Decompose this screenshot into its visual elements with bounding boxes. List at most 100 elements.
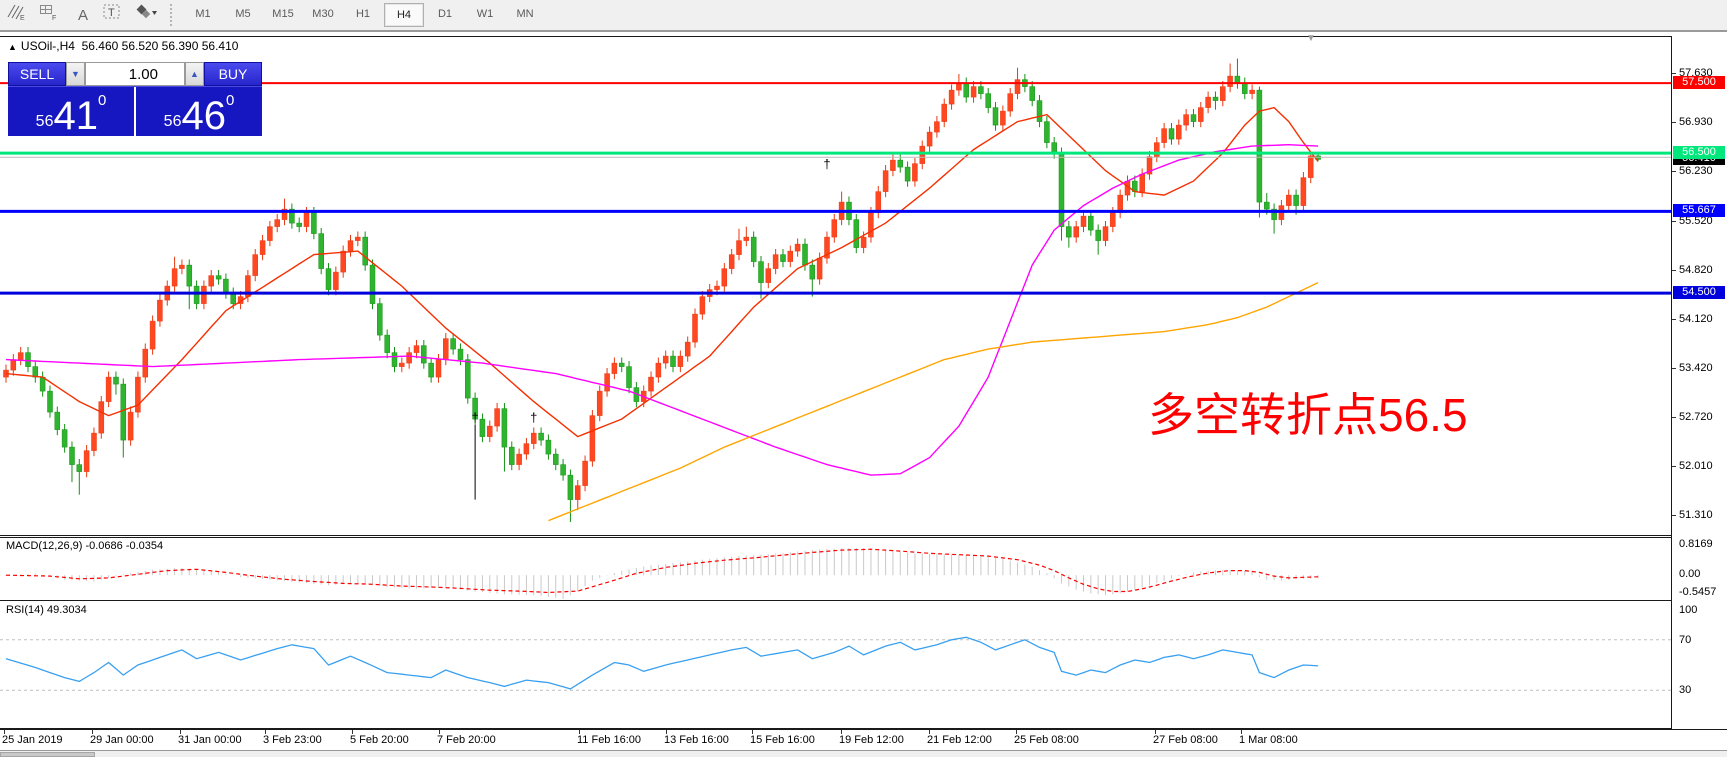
axis-tick-mark <box>1672 416 1676 418</box>
dagger-marker: † <box>472 410 479 425</box>
time-tick-mark <box>666 730 667 734</box>
shapes-dropdown-icon[interactable] <box>134 3 160 27</box>
horizontal-scrollbar[interactable] <box>0 750 1727 757</box>
price-tick-label: 51.310 <box>1679 509 1713 522</box>
time-label: 5 Feb 20:00 <box>350 734 409 746</box>
candles-layer <box>3 58 1321 522</box>
macd-indicator-pane[interactable] <box>0 537 1671 601</box>
axis-tick-mark <box>1672 220 1676 222</box>
axis-tick-mark <box>1672 367 1676 369</box>
time-tick-mark <box>579 730 580 734</box>
volume-increment-button[interactable]: ▲ <box>185 62 204 86</box>
timeframe-button-h4[interactable]: H4 <box>384 3 424 27</box>
time-tick-mark <box>1241 730 1242 734</box>
sell-price-prefix: 56 <box>35 113 54 130</box>
price-tick-label: 54.120 <box>1679 312 1713 325</box>
chart-shift-marker-icon[interactable]: ▼ <box>1306 33 1316 44</box>
price-tick-label: 56.930 <box>1679 116 1713 128</box>
rsi-tick-label: 100 <box>1679 604 1698 616</box>
macd-tick-label: 0.8169 <box>1679 538 1713 550</box>
buy-price-prefix: 56 <box>163 113 182 130</box>
time-label: 27 Feb 08:00 <box>1153 734 1218 746</box>
axis-tick-mark <box>1672 318 1676 320</box>
time-label: 11 Feb 16:00 <box>577 734 642 746</box>
price-level-tag-56.500: 56.500 <box>1673 145 1725 159</box>
boxed-t-icon: T <box>103 4 120 19</box>
svg-text:F: F <box>52 15 56 21</box>
dagger-marker: † <box>823 157 830 172</box>
draw-study-icon[interactable]: E <box>6 3 32 27</box>
buy-price-big: 46 <box>181 94 226 138</box>
macd-tick-label: -0.5457 <box>1679 586 1717 598</box>
time-axis: 25 Jan 2019 29 Jan 00:00 31 Jan 00:00 3 Feb… <box>0 729 1727 751</box>
price-level-tag-57.500: 57.500 <box>1673 75 1725 89</box>
timeframe-button-mn[interactable]: MN <box>516 8 534 20</box>
macd-svg <box>5 547 1319 599</box>
volume-input[interactable]: 1.00 <box>85 62 185 86</box>
rsi-tick-label: 70 <box>1679 633 1692 646</box>
time-tick-mark <box>352 730 353 734</box>
macd-tick-label: 0.00 <box>1679 568 1701 581</box>
time-tick-mark <box>180 730 181 734</box>
rsi-label: RSI(14) 49.3034 <box>6 604 87 616</box>
time-tick-mark <box>92 730 93 734</box>
price-chart-svg: † † † <box>0 58 1671 522</box>
ma-mid-line <box>5 143 1319 476</box>
time-label: 25 Jan 2019 <box>2 734 63 746</box>
buy-price[interactable]: 56 46 0 <box>136 87 262 137</box>
buy-button[interactable]: BUY <box>204 62 262 86</box>
symbol-up-triangle-icon: ▲ <box>8 42 17 52</box>
axis-tick-mark <box>1672 73 1676 74</box>
time-tick-mark <box>929 730 930 734</box>
svg-text:E: E <box>20 15 25 21</box>
timeframe-button-d1[interactable]: D1 <box>437 8 453 20</box>
annotation-text: 多空转折点56.5 <box>1148 389 1468 441</box>
rsi-indicator-pane[interactable] <box>0 602 1671 729</box>
ma-slow-line <box>548 281 1319 522</box>
timeframe-button-m5[interactable]: M5 <box>235 8 251 20</box>
timeframe-button-w1[interactable]: W1 <box>476 8 494 20</box>
time-label: 3 Feb 23:00 <box>263 734 322 746</box>
time-label: 21 Feb 12:00 <box>927 734 992 746</box>
chart-title-symbol: USOil-,H4 <box>20 39 75 53</box>
timeframe-buttons: M1 M5 M15 M30 H1 H4 D1 W1 MN <box>183 3 545 27</box>
price-level-tag-55.667: 55.667 <box>1673 203 1725 217</box>
dagger-marker: † <box>530 410 537 425</box>
price-tick-label: 54.820 <box>1679 263 1713 276</box>
time-label: 25 Feb 08:00 <box>1014 734 1079 746</box>
sell-price[interactable]: 56 41 0 <box>8 87 134 137</box>
trade-panel-divider <box>134 87 136 137</box>
price-tick-label: 53.420 <box>1679 361 1713 374</box>
hatch-lines-icon: E <box>7 4 25 21</box>
axis-tick-mark <box>1672 515 1676 517</box>
price-chart-pane[interactable]: † † † <box>0 36 1671 536</box>
timeframe-button-m15[interactable]: M15 <box>272 8 294 20</box>
text-box-icon[interactable]: T <box>102 3 128 27</box>
scrollbar-thumb[interactable] <box>0 752 95 757</box>
grid-indicator-icon[interactable]: F <box>38 3 64 27</box>
timeframe-button-h1[interactable]: H1 <box>355 8 371 20</box>
chart-title: ▲ USOil-,H4 56.460 56.520 56.390 56.410 <box>8 39 238 53</box>
price-tick-label: 52.720 <box>1679 410 1713 423</box>
sell-button[interactable]: SELL <box>8 62 66 86</box>
text-label-icon[interactable]: A <box>77 6 88 24</box>
macd-label: MACD(12,26,9) -0.0686 -0.0354 <box>6 540 164 552</box>
volume-decrement-button[interactable]: ▼ <box>66 62 85 86</box>
time-tick-mark <box>1155 730 1156 734</box>
price-level-tag-54.500: 54.500 <box>1673 285 1725 299</box>
timeframe-button-m30[interactable]: M30 <box>312 8 334 20</box>
toolbar: E F A T <box>0 0 1727 32</box>
timeframe-button-m1[interactable]: M1 <box>195 8 211 20</box>
svg-text:T: T <box>108 7 115 19</box>
sell-price-sup: 0 <box>97 92 107 109</box>
axis-tick-mark <box>1672 122 1676 123</box>
dot-grid-icon: F <box>40 5 56 21</box>
price-tick-label: 55.520 <box>1679 214 1713 227</box>
chart-title-ohlc: 56.460 56.520 56.390 56.410 <box>81 39 239 53</box>
price-tick-label: 52.010 <box>1679 460 1713 473</box>
time-label: 15 Feb 16:00 <box>750 734 815 746</box>
sell-price-big: 41 <box>53 94 98 138</box>
time-label: 31 Jan 00:00 <box>178 734 242 746</box>
price-tick-label: 56.230 <box>1679 165 1713 177</box>
